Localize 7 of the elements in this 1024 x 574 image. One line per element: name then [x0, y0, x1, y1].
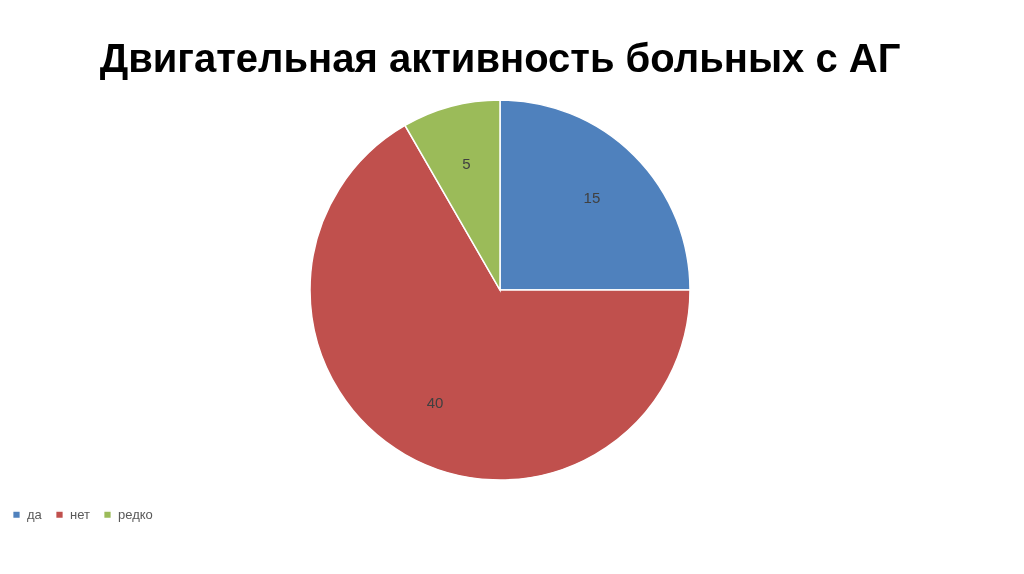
legend-label: да — [27, 506, 43, 522]
data-label: 40 — [426, 393, 444, 411]
legend-label: редко — [118, 506, 153, 522]
chart-title: Двигательная активность больных с АГ — [99, 36, 901, 80]
data-label: 15 — [583, 189, 601, 207]
data-label: 5 — [462, 155, 471, 173]
legend-label: нет — [70, 506, 90, 522]
